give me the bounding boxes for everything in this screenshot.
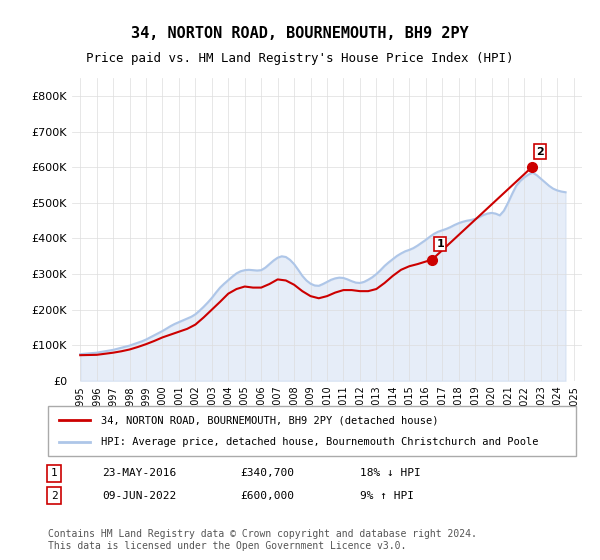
Text: £340,700: £340,700 bbox=[240, 468, 294, 478]
Text: 34, NORTON ROAD, BOURNEMOUTH, BH9 2PY: 34, NORTON ROAD, BOURNEMOUTH, BH9 2PY bbox=[131, 26, 469, 41]
Text: £600,000: £600,000 bbox=[240, 491, 294, 501]
Text: Contains HM Land Registry data © Crown copyright and database right 2024.
This d: Contains HM Land Registry data © Crown c… bbox=[48, 529, 477, 551]
Text: 23-MAY-2016: 23-MAY-2016 bbox=[102, 468, 176, 478]
FancyBboxPatch shape bbox=[48, 406, 576, 456]
Text: 2: 2 bbox=[50, 491, 58, 501]
Text: 1: 1 bbox=[436, 239, 444, 249]
Text: HPI: Average price, detached house, Bournemouth Christchurch and Poole: HPI: Average price, detached house, Bour… bbox=[101, 437, 538, 447]
Text: 34, NORTON ROAD, BOURNEMOUTH, BH9 2PY (detached house): 34, NORTON ROAD, BOURNEMOUTH, BH9 2PY (d… bbox=[101, 415, 438, 425]
Text: 9% ↑ HPI: 9% ↑ HPI bbox=[360, 491, 414, 501]
Text: 18% ↓ HPI: 18% ↓ HPI bbox=[360, 468, 421, 478]
Text: Price paid vs. HM Land Registry's House Price Index (HPI): Price paid vs. HM Land Registry's House … bbox=[86, 52, 514, 66]
Text: 2: 2 bbox=[536, 147, 544, 157]
Text: 09-JUN-2022: 09-JUN-2022 bbox=[102, 491, 176, 501]
Text: 1: 1 bbox=[50, 468, 58, 478]
